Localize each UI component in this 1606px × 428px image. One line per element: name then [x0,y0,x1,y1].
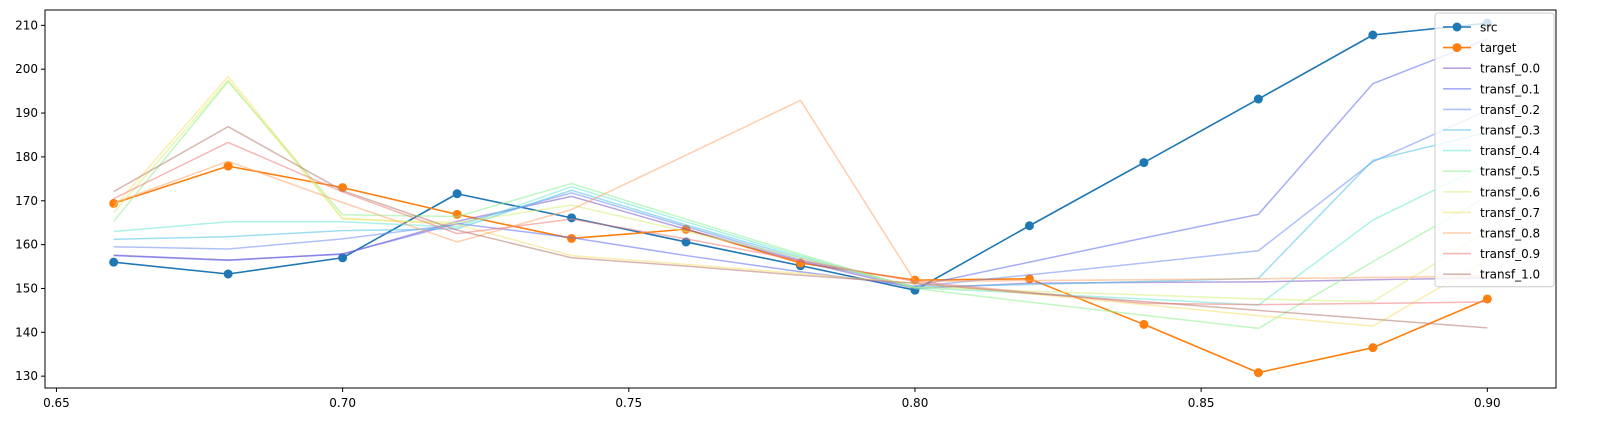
legend-item: transf_0.7 [1443,206,1540,220]
legend-item: transf_0.1 [1443,82,1540,96]
y-tick-label: 170 [15,194,38,208]
series-line [113,38,1488,288]
series-transf_0.4 [113,163,1488,306]
x-tick-label: 0.75 [615,396,642,410]
plot-area [44,9,1557,389]
legend-label: target [1480,41,1517,55]
series-transf_0.1 [113,38,1488,288]
legend-item: transf_0.5 [1443,165,1540,179]
y-tick-label: 150 [15,281,38,295]
y-tick-label: 140 [15,325,38,339]
series-line [113,163,1488,306]
data-point [109,257,119,267]
y-tick-label: 200 [15,62,38,76]
legend-item: target [1443,41,1517,55]
legend-item: transf_0.3 [1443,124,1540,138]
data-point [567,233,577,243]
series-line [113,99,1488,283]
series-line [113,141,1488,306]
series-transf_0.6 [113,79,1488,303]
legend-item: transf_0.9 [1443,247,1540,261]
legend-marker [1452,43,1462,53]
legend-label: transf_0.6 [1480,185,1540,199]
legend-label: transf_0.2 [1480,103,1540,117]
data-point [223,269,233,279]
x-tick-label: 0.70 [329,396,356,410]
legend-item: transf_0.6 [1443,185,1540,199]
series-transf_0.9 [113,141,1488,306]
legend-label: transf_0.4 [1480,144,1540,158]
data-point [452,189,462,199]
legend-label: transf_0.8 [1480,227,1540,241]
series-line [113,75,1488,327]
y-tick-label: 130 [15,369,38,383]
legend-item: transf_1.0 [1443,268,1540,282]
legend-item: src [1443,21,1498,35]
legend-label: transf_1.0 [1480,268,1540,282]
x-tick-label: 0.90 [1474,396,1501,410]
series-line [113,80,1488,330]
legend-label: transf_0.3 [1480,124,1540,138]
data-point [223,161,233,171]
y-tick-label: 190 [15,106,38,120]
legend-label: transf_0.0 [1480,62,1540,76]
y-axis: 130 140 150 160 170 180 190 200 210 [15,18,45,383]
legend-label: src [1480,21,1498,35]
legend-item: transf_0.2 [1443,103,1540,117]
legend-item: transf_0.4 [1443,144,1540,158]
data-point [567,213,577,223]
y-tick-label: 160 [15,238,38,252]
series-transf_0.5 [113,80,1488,330]
legend: src target transf_0.0 transf_0.1 transf_0.2t… [1434,12,1555,288]
data-point [1368,30,1378,40]
data-point [1368,343,1378,353]
series-transf_0.8 [113,99,1488,283]
data-point [1253,368,1263,378]
legend-label: transf_0.1 [1480,82,1540,96]
data-point [1139,319,1149,329]
legend-item: transf_0.0 [1443,62,1540,76]
series-src [109,18,1492,295]
data-point [1482,294,1492,304]
x-tick-label: 0.65 [43,396,70,410]
legend-label: transf_0.5 [1480,165,1540,179]
x-tick-label: 0.85 [1188,396,1215,410]
legend-box [1434,12,1555,288]
series-transf_1.0 [113,125,1488,329]
series-line [113,22,1488,292]
legend-label: transf_0.7 [1480,206,1540,220]
legend-item: transf_0.8 [1443,227,1540,241]
x-tick-label: 0.80 [902,396,929,410]
data-point [452,209,462,219]
series-line [113,125,1488,329]
legend-marker [1452,22,1462,32]
data-point [1253,94,1263,104]
plot-frame [44,9,1557,389]
data-point [338,253,348,263]
y-tick-label: 180 [15,150,38,164]
x-axis: 0.65 0.70 0.75 0.80 0.85 0.90 [43,388,1501,410]
y-tick-label: 210 [15,18,38,32]
series-line [113,79,1488,303]
series-transf_0.7 [113,75,1488,327]
data-point [1139,158,1149,168]
legend-label: transf_0.9 [1480,247,1540,261]
series-layer [109,18,1492,378]
data-point [1024,221,1034,231]
